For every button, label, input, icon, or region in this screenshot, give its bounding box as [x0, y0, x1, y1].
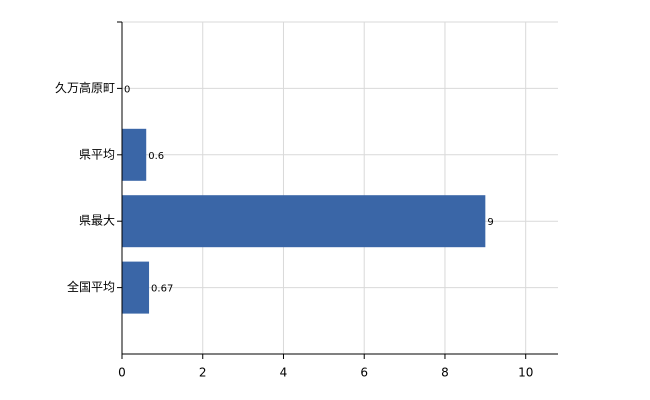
x-tick-label: 0 [118, 366, 126, 380]
bar [122, 261, 150, 314]
bar [122, 128, 147, 181]
value-label: 9 [487, 217, 493, 228]
y-tick-label: 久万高原町 [55, 80, 115, 95]
y-tick-label: 県平均 [79, 147, 115, 161]
value-label: 0.67 [151, 284, 173, 295]
value-label: 0.6 [148, 151, 164, 162]
bar [122, 195, 486, 248]
x-tick-label: 8 [441, 366, 449, 380]
y-tick-label: 県最大 [79, 214, 115, 228]
value-label: 0 [124, 84, 130, 95]
x-tick-label: 6 [360, 366, 368, 380]
x-tick-label: 4 [280, 366, 288, 380]
x-tick-label: 10 [518, 366, 533, 380]
x-tick-label: 2 [199, 366, 207, 380]
y-tick-label: 全国平均 [67, 279, 115, 294]
